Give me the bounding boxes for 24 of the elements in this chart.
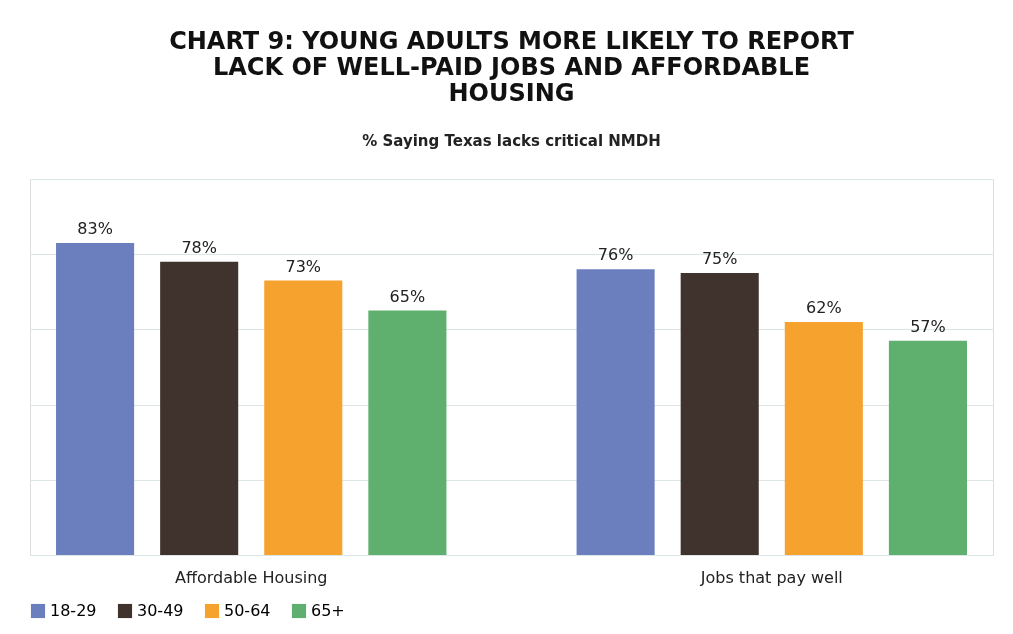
data-label: 76% [597,245,634,265]
bar [784,321,863,555]
legend-label: 65+ [311,601,345,620]
chart-title: CHART 9: YOUNG ADULTS MORE LIKELY TO REPORT LACK OF WELL-PAID JOBS AND AFFORDABLE HOUSING [169,27,855,107]
data-label: 78% [181,237,217,257]
data-label: 73% [285,256,322,276]
legend-label: 18-29 [50,601,97,620]
bar [160,261,239,555]
data-label: 83% [77,218,113,238]
bar [576,269,655,555]
bar [368,310,447,555]
bar [680,273,759,555]
data-label: 65% [389,286,426,306]
legend-label: 30-49 [137,601,184,620]
chart-subtitle: % Saying Texas lacks critical NMDH [362,132,661,150]
data-label: 62% [806,297,842,317]
bar [56,242,135,555]
x-tick-label: Affordable Housing [174,567,328,587]
bar [264,280,343,555]
data-label: 75% [701,249,738,268]
data-label: 57% [910,316,946,336]
bar [888,340,967,555]
x-tick-label: Jobs that pay well [699,567,843,587]
legend-label: 50-64 [224,601,271,620]
